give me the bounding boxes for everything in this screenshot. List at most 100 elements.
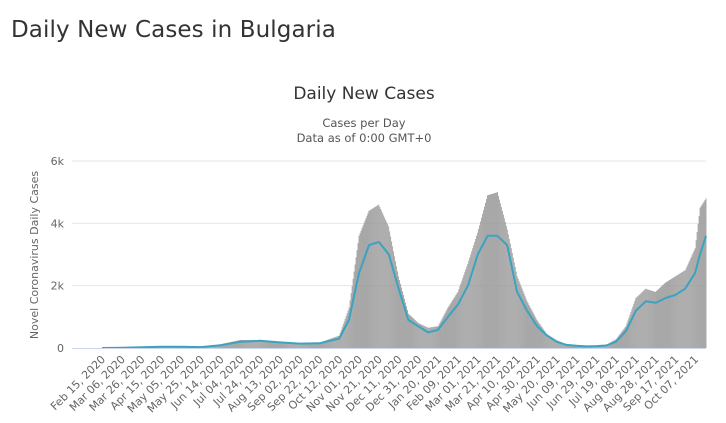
daily-case-bar — [318, 342, 319, 348]
daily-case-bar — [418, 323, 420, 348]
daily-case-bar — [662, 285, 663, 348]
daily-case-bar — [518, 281, 520, 348]
daily-case-bar — [484, 206, 485, 348]
daily-case-bar — [505, 225, 507, 348]
daily-case-bar — [568, 344, 570, 348]
daily-case-bar — [665, 282, 666, 348]
daily-case-bar — [233, 341, 234, 348]
daily-case-bar — [682, 271, 684, 348]
daily-case-bar — [443, 314, 445, 348]
daily-case-bar — [487, 195, 488, 348]
daily-case-bar — [232, 341, 233, 348]
daily-case-bar — [389, 231, 391, 348]
daily-case-bar — [502, 214, 504, 348]
daily-case-bar — [543, 329, 545, 348]
chart-title: Daily New Cases — [293, 84, 435, 104]
daily-case-bar — [632, 306, 634, 348]
daily-case-bar — [705, 198, 707, 348]
daily-case-bar — [561, 342, 563, 348]
daily-case-bar — [250, 340, 252, 348]
daily-case-bar — [464, 272, 466, 348]
daily-case-bar — [685, 267, 687, 348]
daily-case-bar — [670, 278, 672, 348]
y-tick-label: 0 — [57, 342, 64, 355]
daily-case-bar — [453, 298, 455, 348]
daily-case-bar — [647, 289, 649, 348]
daily-case-bar — [481, 217, 483, 348]
daily-case-bar — [345, 315, 347, 348]
daily-case-bar — [471, 251, 473, 348]
daily-case-bar — [284, 343, 286, 348]
daily-case-bar — [267, 341, 269, 348]
daily-case-bar — [457, 291, 459, 348]
daily-case-bar — [416, 322, 418, 348]
daily-case-bar — [439, 322, 441, 348]
daily-case-bar — [367, 213, 369, 348]
daily-case-bar — [547, 334, 549, 348]
daily-case-bar — [374, 207, 376, 348]
daily-case-bar — [424, 326, 426, 348]
daily-case-bar — [361, 228, 363, 348]
daily-case-bar — [244, 340, 246, 348]
daily-case-bar — [448, 305, 450, 348]
daily-case-bar — [552, 337, 554, 348]
daily-case-bar — [494, 193, 495, 348]
daily-case-bar — [407, 309, 408, 348]
y-tick-label: 4k — [51, 217, 65, 230]
daily-case-bar — [279, 343, 281, 348]
daily-case-bar — [381, 211, 383, 348]
daily-case-bar — [358, 235, 360, 348]
daily-case-bar — [687, 263, 689, 348]
daily-case-bar — [477, 232, 479, 348]
daily-case-bar — [308, 343, 310, 348]
daily-case-bar — [490, 194, 491, 348]
daily-case-bar — [554, 338, 556, 348]
daily-case-bar — [277, 342, 279, 348]
daily-case-bar — [342, 324, 344, 348]
daily-case-bar — [476, 235, 478, 348]
daily-case-bar — [696, 232, 698, 348]
moving-average-line — [101, 234, 707, 349]
daily-case-bar — [702, 203, 704, 348]
daily-case-bar — [317, 342, 318, 348]
daily-case-bar — [474, 242, 476, 348]
daily-case-bar — [449, 304, 451, 348]
chart-subtitle-line-1: Cases per Day — [322, 116, 405, 130]
daily-case-bar — [499, 203, 501, 348]
daily-case-bar — [303, 343, 305, 348]
daily-case-bar — [651, 290, 653, 348]
daily-case-bar — [562, 342, 564, 348]
daily-case-bar — [686, 265, 688, 348]
daily-case-bar — [537, 321, 539, 348]
daily-case-bar — [386, 222, 388, 348]
daily-case-bar — [440, 320, 442, 348]
daily-case-bar — [699, 207, 701, 348]
daily-case-bar — [625, 326, 627, 348]
daily-case-bar — [412, 318, 414, 348]
daily-case-bar — [566, 344, 568, 348]
daily-case-bar — [650, 290, 652, 348]
y-axis-title: Novel Coronavirus Daily Cases — [28, 171, 41, 339]
daily-case-bar — [281, 343, 283, 348]
daily-case-bar — [506, 229, 508, 348]
daily-case-bar — [608, 343, 610, 348]
daily-case-bar — [338, 335, 340, 348]
daily-case-bar — [257, 340, 259, 348]
daily-case-bar — [641, 292, 643, 348]
daily-case-bar — [371, 208, 373, 348]
daily-case-bar — [538, 322, 540, 348]
daily-case-bar — [680, 272, 682, 348]
daily-case-bar — [242, 339, 244, 348]
daily-case-bar — [294, 343, 296, 348]
daily-case-bar — [639, 294, 641, 348]
daily-case-bar — [668, 280, 669, 348]
daily-case-bar — [462, 277, 464, 348]
daily-case-bar — [359, 233, 361, 348]
daily-case-bar — [228, 342, 229, 348]
daily-case-bar — [300, 343, 302, 348]
daily-case-bar — [395, 261, 397, 348]
daily-case-bar — [417, 323, 419, 348]
daily-case-bar — [703, 201, 705, 348]
daily-case-bar — [252, 340, 254, 348]
moving-average-series — [101, 234, 707, 349]
